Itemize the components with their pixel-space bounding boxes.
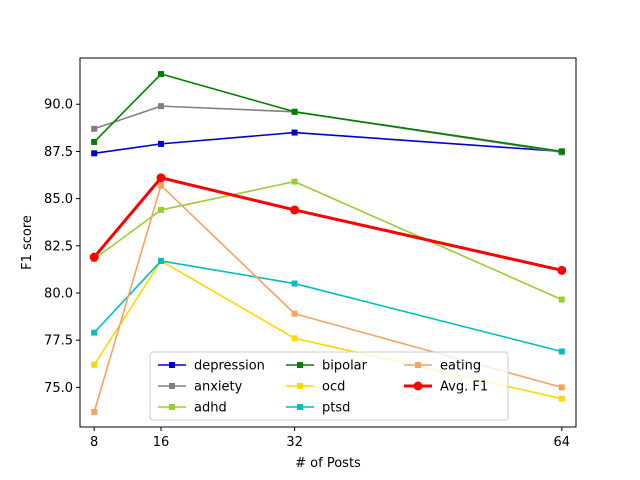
data-point [157,257,164,264]
data-point [91,408,98,415]
legend-marker [169,383,175,389]
axes: 8 16 32 64 75.0 77.5 80.0 82.5 85.0 87.5 90.0 [44,98,570,450]
legend-entry: bipolar [286,359,368,374]
data-point [291,178,298,185]
data-point [157,206,164,213]
data-point [558,384,565,391]
legend-label: ptsd [322,401,350,416]
series-bipolar [91,71,565,155]
y-tick-label: 87.5 [44,145,73,160]
legend-label: adhd [194,401,227,416]
legend-entry: ptsd [286,401,350,416]
series-line [93,184,563,413]
legend-entry: ocd [286,380,345,395]
data-point [91,361,98,368]
data-point [291,280,298,287]
data-point [157,71,164,78]
x-tick-label: 32 [286,435,303,450]
legend-label: anxiety [194,380,243,395]
y-tick-label: 85.0 [44,192,73,207]
series-line [93,176,563,272]
plot-area [89,71,567,415]
legend-marker [169,404,175,410]
y-tick-label: 77.5 [44,334,73,349]
data-point [156,173,166,183]
data-point [557,265,567,275]
data-point [291,335,298,342]
data-point [291,310,298,317]
data-point [291,129,298,136]
data-point [157,103,164,110]
legend-label: depression [194,359,265,374]
data-point [89,252,99,262]
legend-entry: adhd [158,401,227,416]
legend-label: bipolar [322,359,368,374]
data-point [157,182,164,189]
data-point [91,138,98,145]
legend-label: eating [440,359,481,374]
x-tick-label: 64 [554,435,571,450]
legend-entry: depression [158,359,265,374]
legend-label: Avg. F1 [440,380,488,395]
legend-marker [413,381,423,391]
x-tick-label: 16 [153,435,170,450]
legend-marker [297,383,303,389]
y-tick-label: 82.5 [44,239,73,254]
data-point [291,108,298,115]
y-tick-label: 80.0 [44,286,73,301]
y-axis-title: F1 score [20,215,35,270]
legend-marker [297,362,303,368]
data-point [91,329,98,336]
legend: depression anxiety adhd bipolar ocd ptsd eatin… [149,351,509,421]
legend-marker [297,404,303,410]
data-point [558,395,565,402]
data-point [91,150,98,157]
legend-marker [169,362,175,368]
data-point [558,296,565,303]
legend-box [149,351,509,421]
series-line [94,131,562,155]
legend-label: ocd [322,380,345,395]
data-point [290,205,300,215]
x-axis-title: # of Posts [295,456,361,471]
legend-entry: Avg. F1 [404,380,488,395]
series-line [93,73,562,153]
legend-marker [415,362,421,368]
data-point [558,148,565,155]
y-tick-label: 90.0 [44,98,73,113]
data-point [157,140,164,147]
x-tick-label: 8 [90,435,98,450]
series-avg-f1 [89,173,567,275]
data-point [91,125,98,132]
legend-entry: anxiety [158,380,243,395]
legend-entry: eating [404,359,481,374]
y-tick-label: 75.0 [44,381,73,396]
series-eating [91,182,565,415]
data-point [558,348,565,355]
plot-frame [79,57,577,428]
